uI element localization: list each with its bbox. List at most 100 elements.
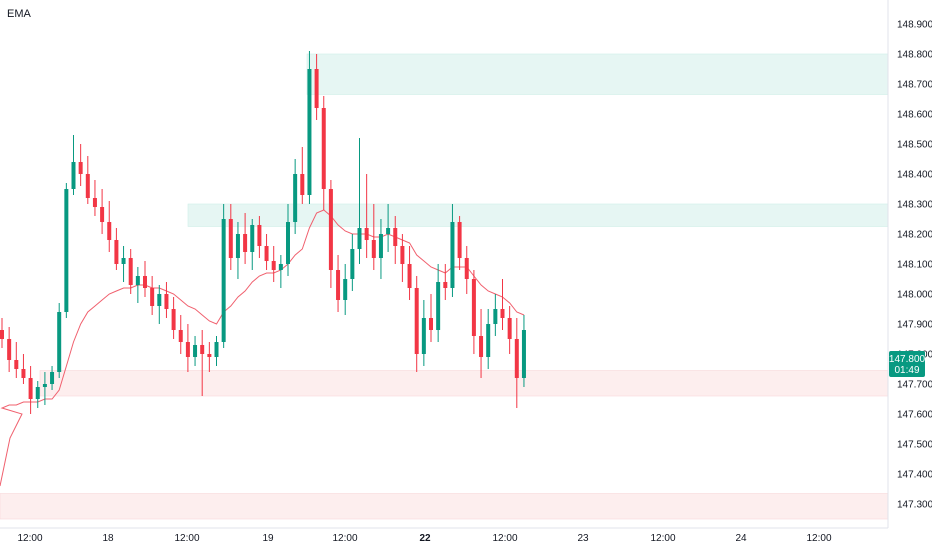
candle-body: [193, 345, 198, 357]
candles: [0, 51, 526, 414]
time-tick-label: 24: [735, 533, 747, 544]
candle-body: [400, 246, 405, 264]
candle-body: [350, 249, 355, 279]
candle-body: [171, 309, 176, 330]
candle-body: [78, 162, 83, 174]
candle-body: [207, 354, 212, 357]
price-tick-label: 148.200: [897, 230, 932, 241]
last-price-tag-countdown: 01:49: [894, 365, 919, 376]
candle-body: [457, 222, 462, 258]
candle-body: [378, 234, 383, 258]
supply-zone: [306, 53, 889, 95]
candle-body: [271, 261, 276, 270]
last-price-tag-box: [889, 351, 925, 377]
candle-body: [421, 318, 426, 354]
candle-body: [328, 189, 333, 270]
candle-body: [57, 312, 62, 372]
supply-zone: [187, 203, 889, 227]
time-tick-label: 12:00: [332, 533, 357, 544]
ema-line: [0, 209, 525, 487]
candle-body: [178, 330, 183, 342]
demand-zone: [0, 493, 889, 520]
candle-body: [64, 189, 69, 312]
candle-body: [278, 264, 283, 270]
demand-zone: [39, 370, 889, 397]
indicator-label[interactable]: EMA: [7, 8, 31, 20]
candle-body: [300, 174, 305, 195]
candle-body: [393, 228, 398, 246]
candle-body: [450, 222, 455, 288]
candle-body: [157, 294, 162, 306]
candle-body: [314, 69, 319, 108]
price-tick-label: 148.700: [897, 80, 932, 91]
time-axis[interactable]: 12:00 18 12:00 19 12:00 22 12:00 23 12:00 24 12:00: [17, 533, 831, 544]
candle-body: [500, 309, 505, 318]
candle-body: [307, 69, 312, 195]
price-tick-label: 148.900: [897, 20, 932, 31]
candle-body: [521, 330, 526, 378]
price-tick-label: 148.400: [897, 170, 932, 181]
price-tick-label: 148.800: [897, 50, 932, 61]
price-tick-label: 147.400: [897, 470, 932, 481]
price-tick-label: 148.100: [897, 260, 932, 271]
candle-body: [28, 378, 33, 399]
candle-body: [150, 288, 155, 306]
candle-body: [128, 258, 133, 285]
price-tick-label: 147.700: [897, 380, 932, 391]
time-tick-label: 12:00: [650, 533, 675, 544]
time-tick-label: 12:00: [806, 533, 831, 544]
candle-body: [71, 162, 76, 189]
price-axis[interactable]: 148.900 148.800 148.700 148.600 148.500 148.4…: [897, 20, 932, 511]
time-tick-label: 19: [262, 533, 274, 544]
candle-body: [464, 258, 469, 279]
candle-body: [386, 228, 391, 234]
candle-body: [21, 369, 26, 378]
candle-body: [264, 246, 269, 261]
candle-body: [486, 324, 491, 357]
last-price-tag-value: 147.800: [889, 354, 926, 365]
candle-body: [343, 279, 348, 300]
candle-body: [135, 276, 140, 285]
price-tick-label: 147.900: [897, 320, 932, 331]
candle-body: [85, 174, 90, 198]
price-tick-label: 147.300: [897, 500, 932, 511]
candle-body: [321, 108, 326, 189]
last-price-tag: 147.800 01:49: [889, 351, 926, 377]
candle-body: [357, 228, 362, 249]
candle-body: [429, 318, 433, 330]
candle-body: [507, 318, 512, 339]
candle-body: [228, 219, 233, 258]
candle-body: [143, 276, 147, 288]
price-tick-label: 148.000: [897, 290, 932, 301]
candle-body: [221, 219, 226, 342]
candle-body: [107, 222, 112, 240]
candle-body: [214, 342, 219, 357]
candle-body: [371, 240, 376, 258]
candle-body: [414, 288, 419, 354]
candle-body: [514, 339, 519, 378]
time-tick-label: 23: [577, 533, 589, 544]
time-tick-label: 12:00: [174, 533, 199, 544]
candle-body: [286, 222, 290, 264]
candle-body: [443, 282, 448, 288]
candle-body: [185, 342, 190, 357]
candle-body: [407, 264, 412, 288]
candle-body: [436, 282, 441, 330]
candle-body: [164, 294, 169, 309]
time-tick-label: 18: [102, 533, 114, 544]
candle-body: [121, 258, 126, 264]
price-tick-label: 147.500: [897, 440, 932, 451]
price-tick-label: 148.500: [897, 140, 932, 151]
candle-body: [35, 387, 40, 399]
candle-body: [479, 336, 484, 357]
candle-body: [250, 225, 255, 252]
price-tick-label: 148.300: [897, 200, 932, 211]
candle-body: [114, 240, 119, 264]
candle-body: [235, 234, 240, 258]
candle-body: [92, 198, 97, 207]
candle-body: [7, 339, 12, 360]
price-zones: [0, 53, 889, 520]
candle-body: [257, 225, 262, 246]
candle-body: [243, 234, 248, 252]
